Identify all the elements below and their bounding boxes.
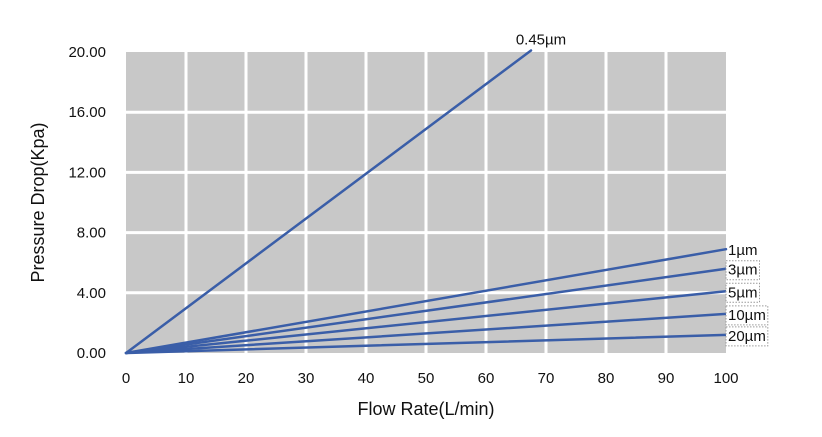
- grid-lines: [126, 52, 726, 353]
- series-line: [124, 267, 728, 355]
- x-tick-label: 10: [178, 370, 195, 387]
- series-label-text: 5µm: [728, 284, 757, 301]
- series-line: [124, 290, 728, 355]
- series-label-text: 3µm: [728, 262, 757, 279]
- x-tick-label: 70: [538, 370, 555, 387]
- series-label: 5µm: [725, 282, 760, 303]
- x-axis-label: Flow Rate(L/min): [357, 399, 494, 419]
- series-label-box: [725, 282, 760, 303]
- y-tick-label: 16.00: [68, 104, 106, 121]
- y-tick-label: 12.00: [68, 164, 106, 181]
- series-label-box: [725, 326, 769, 347]
- series-line: [124, 49, 533, 355]
- series-label: 3µm: [725, 260, 760, 281]
- y-tick-label: 4.00: [77, 285, 106, 302]
- x-tick-label: 100: [713, 370, 738, 387]
- series-label-text: 10µm: [728, 307, 766, 324]
- series-line: [124, 312, 728, 355]
- y-tick-label: 0.00: [77, 345, 106, 362]
- y-tick-label: 20.00: [68, 44, 106, 61]
- x-tick-label: 90: [658, 370, 675, 387]
- series-label: 20µm: [725, 326, 769, 347]
- y-axis-ticks: 0.00 4.00 8.00 12.00 16.00 20.00: [68, 44, 106, 362]
- x-tick-label: 60: [478, 370, 495, 387]
- series-line: [124, 333, 728, 355]
- x-tick-label: 30: [298, 370, 315, 387]
- x-tick-label: 0: [122, 370, 130, 387]
- y-axis-label: Pressure Drop(Kpa): [28, 122, 48, 282]
- x-tick-label: 40: [358, 370, 375, 387]
- x-tick-label: 50: [418, 370, 435, 387]
- series-label: 1µm: [728, 242, 757, 259]
- y-tick-label: 8.00: [77, 225, 106, 242]
- series-label: 10µm: [725, 305, 769, 326]
- series-label-box: [725, 305, 769, 326]
- x-axis-ticks: 0 10 20 30 40 50 60 70 80 90 100: [122, 370, 739, 387]
- series-label-text: 0.45µm: [516, 31, 566, 48]
- series-lines: 0.45µm 1µm 3µm 5µm 10µm 20µm: [124, 31, 769, 355]
- x-tick-label: 20: [238, 370, 255, 387]
- series-label-text: 1µm: [728, 242, 757, 259]
- x-tick-label: 80: [598, 370, 615, 387]
- series-label-text: 20µm: [728, 328, 766, 345]
- series-line: [124, 247, 728, 355]
- series-label: 0.45µm: [516, 31, 566, 48]
- series-label-box: [725, 260, 760, 281]
